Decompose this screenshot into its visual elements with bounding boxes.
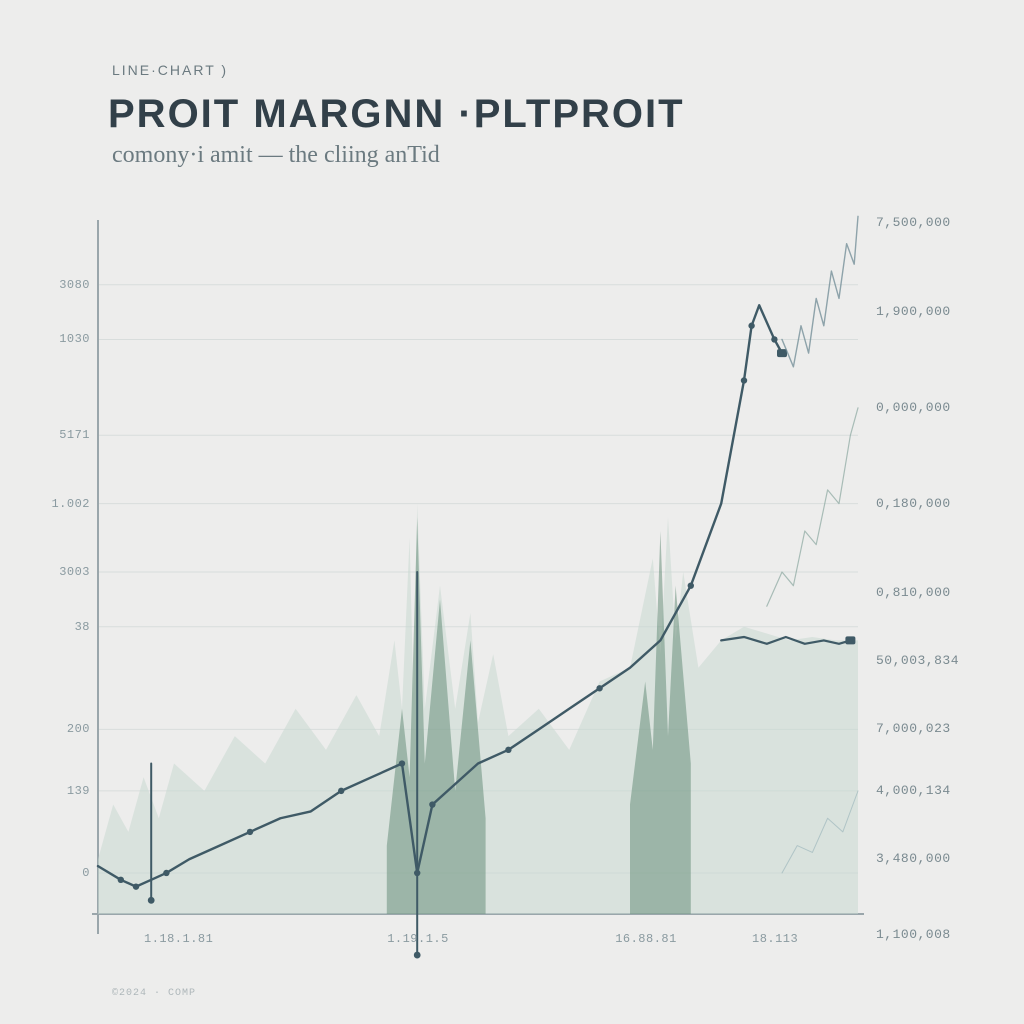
y-left-tick-label: 1.002 [40,497,90,511]
y-right-tick-label: 3,480,000 [876,851,951,866]
chart-canvas: LINE·CHART ) PROIT MARGNN ·PLTPROIT como… [0,0,1024,1024]
y-left-tick-label: 38 [40,620,90,634]
y-right-tick-label: 1,100,008 [876,927,951,942]
y-right-tick-label: 0,810,000 [876,585,951,600]
y-left-tick-label: 3080 [40,278,90,292]
chart-footer: ©2024 · COMP [112,988,196,999]
y-right-tick-label: 50,003,834 [876,653,959,668]
y-left-tick-label: 1030 [40,332,90,346]
y-right-tick-label: 7,500,000 [876,215,951,230]
x-tick-label: 1.18.1.81 [144,932,213,946]
y-left-tick-label: 200 [40,722,90,736]
chart-plot [0,0,1024,1024]
y-left-tick-label: 0 [40,866,90,880]
y-right-tick-label: 0,000,000 [876,400,951,415]
y-right-tick-label: 1,900,000 [876,304,951,319]
y-right-tick-label: 4,000,134 [876,783,951,798]
y-right-tick-label: 0,180,000 [876,496,951,511]
y-right-tick-label: 7,000,023 [876,721,951,736]
x-tick-label: 1.19.1.5 [387,932,449,946]
x-tick-label: 18.113 [752,932,798,946]
y-left-tick-label: 3003 [40,565,90,579]
x-tick-label: 16.88.81 [615,932,677,946]
y-left-tick-label: 139 [40,784,90,798]
y-left-tick-label: 5171 [40,428,90,442]
